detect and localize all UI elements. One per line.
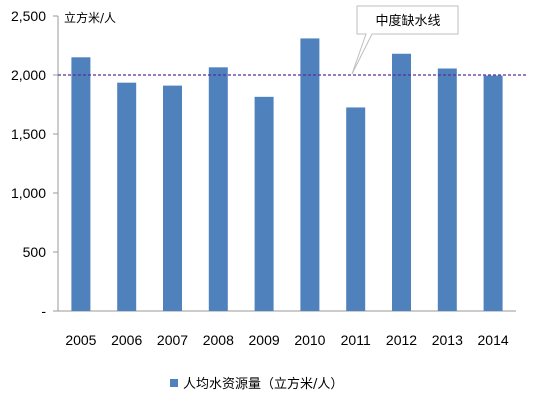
bar <box>346 107 366 311</box>
bar <box>163 85 182 312</box>
y-tick-label: 2,500 <box>11 8 46 24</box>
bars <box>71 38 503 312</box>
y-axis: - 500 1,000 1,500 2,000 2,500 <box>11 8 59 319</box>
y-tick-label: 1,500 <box>11 126 46 142</box>
x-tick-label: 2013 <box>432 332 463 348</box>
x-tick-label: 2005 <box>65 332 96 348</box>
x-tick-label: 2010 <box>294 332 325 348</box>
callout: 中度缺水线 <box>351 5 459 75</box>
bar <box>71 57 91 311</box>
bar <box>117 82 137 311</box>
x-tick-label: 2011 <box>341 332 371 348</box>
x-tick-label: 2009 <box>249 332 280 348</box>
bar <box>437 68 457 311</box>
bar <box>300 38 320 312</box>
y-tick-label: 1,000 <box>11 185 46 201</box>
callout-label: 中度缺水线 <box>375 13 440 29</box>
bar <box>483 75 503 311</box>
y-tick-label: 2,000 <box>11 67 46 83</box>
legend: 人均水资源量（立方米/人） <box>170 376 343 392</box>
legend-label: 人均水资源量（立方米/人） <box>183 376 343 392</box>
x-tick-label: 2008 <box>203 332 234 348</box>
x-tick-label: 2006 <box>111 332 142 348</box>
y-tick-label: 500 <box>23 244 47 260</box>
bar <box>208 67 228 311</box>
y-unit-label: 立方米/人 <box>64 10 116 25</box>
y-tick-label: - <box>41 303 46 319</box>
x-axis: 2005 2006 2007 2008 2009 2010 2011 2012 2013 2014 <box>58 310 516 348</box>
bar <box>254 96 274 311</box>
callout-box <box>351 5 459 75</box>
x-tick-label: 2007 <box>157 332 188 348</box>
legend-swatch <box>170 379 178 387</box>
bar <box>392 53 411 311</box>
x-tick-label: 2014 <box>478 332 509 348</box>
x-tick-label: 2012 <box>386 332 417 348</box>
